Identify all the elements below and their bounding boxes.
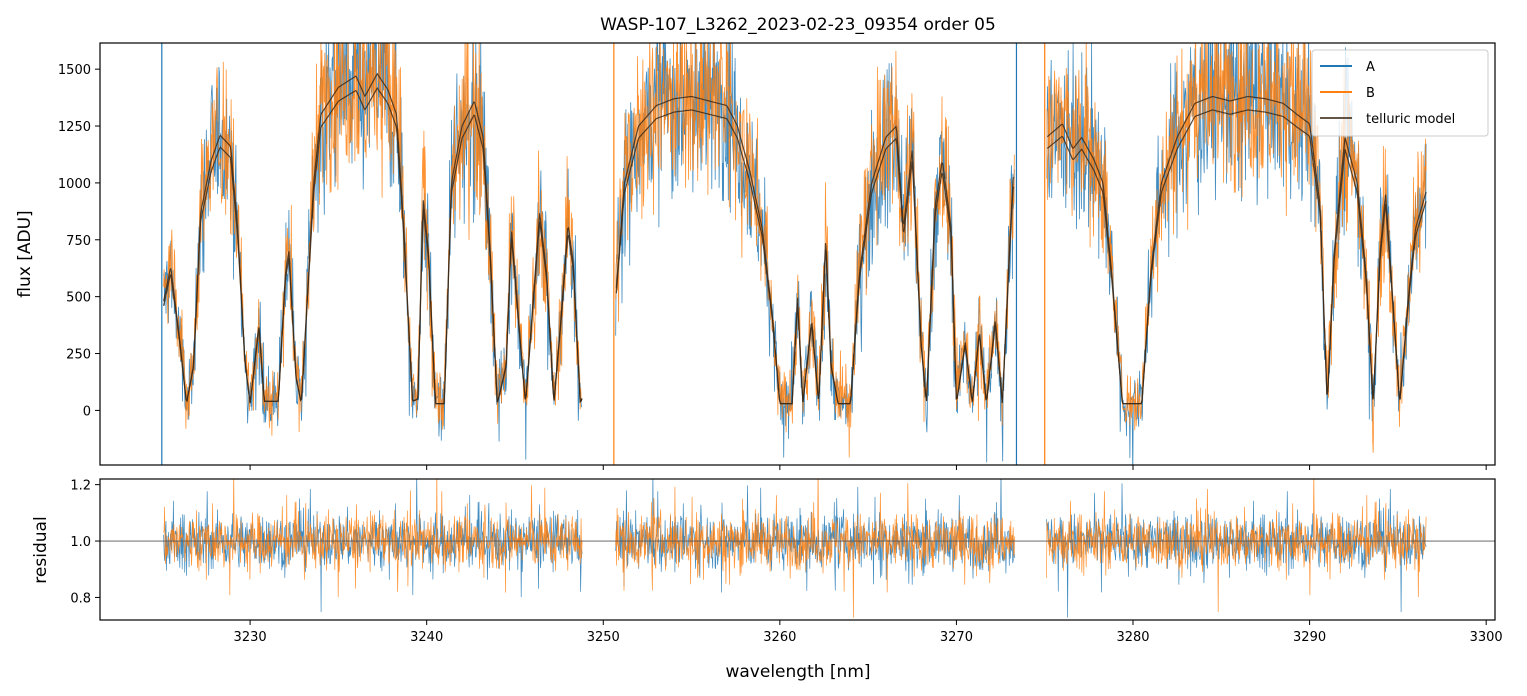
flux-panel-frame bbox=[99, 42, 1496, 466]
residual-y-tick-label: 0.8 bbox=[70, 591, 91, 606]
flux-y-tick-label: 1500 bbox=[58, 63, 91, 78]
wavelength-tick-label: 3240 bbox=[410, 630, 443, 645]
legend-box bbox=[1311, 49, 1489, 137]
residual-panel-frame bbox=[99, 478, 1496, 621]
flux-y-tick-label: 250 bbox=[66, 348, 91, 363]
flux-y-tick-label: 1250 bbox=[58, 120, 91, 135]
wavelength-tick-label: 3250 bbox=[587, 630, 620, 645]
residual-y-tick-label: 1.0 bbox=[70, 535, 91, 550]
wavelength-tick-label: 3270 bbox=[940, 630, 973, 645]
residual-y-tick-label: 1.2 bbox=[70, 479, 91, 494]
wavelength-tick-label: 3230 bbox=[234, 630, 267, 645]
legend-label-b: B bbox=[1366, 86, 1375, 101]
series-a-line bbox=[163, 43, 1427, 465]
flux-axis-label: flux [ADU] bbox=[15, 210, 35, 297]
chart-title: WASP-107_L3262_2023-02-23_09354 order 05 bbox=[600, 15, 996, 35]
residual-panel: 0.8 1.0 1.2 3230 3240 3250 3260 3270 3280 3290 330… bbox=[31, 478, 1503, 682]
flux-y-tick-label: 750 bbox=[66, 234, 91, 249]
telluric-model-line bbox=[163, 87, 1427, 405]
legend: A B telluric model bbox=[1311, 49, 1489, 137]
flux-y-tick-label: 1000 bbox=[58, 177, 91, 192]
flux-y-tick-label: 500 bbox=[66, 291, 91, 306]
residual-b-line bbox=[615, 479, 1016, 618]
legend-label-model: telluric model bbox=[1366, 112, 1455, 127]
wavelength-axis-label: wavelength [nm] bbox=[725, 662, 870, 682]
residual-axis-label: residual bbox=[31, 516, 51, 583]
wavelength-tick-label: 3280 bbox=[1116, 630, 1149, 645]
legend-label-a: A bbox=[1366, 60, 1375, 75]
residual-b-line bbox=[163, 479, 583, 598]
flux-y-tick-label: 0 bbox=[83, 404, 91, 419]
residual-b-line bbox=[1046, 479, 1427, 613]
wavelength-tick-label: 3300 bbox=[1470, 630, 1503, 645]
wavelength-tick-label: 3260 bbox=[763, 630, 796, 645]
flux-panel: 0 250 500 750 1000 1250 1500 flux [ADU] bbox=[15, 42, 1496, 470]
wavelength-tick-label: 3290 bbox=[1293, 630, 1326, 645]
